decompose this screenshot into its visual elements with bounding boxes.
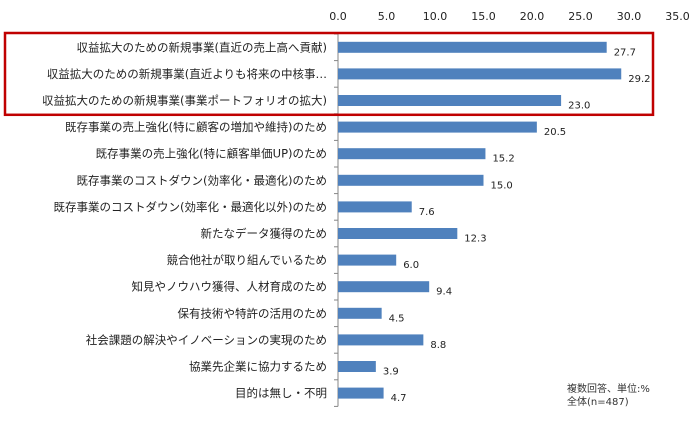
category-label: 既存事業の売上強化(特に顧客の増加や維持)のため (65, 120, 327, 134)
bar (338, 95, 562, 106)
bar (338, 121, 537, 133)
note-line-1: 複数回答、単位:% (567, 382, 650, 395)
data-label: 7.6 (419, 207, 435, 218)
bar (338, 68, 622, 80)
data-label: 23.0 (568, 101, 590, 112)
data-label: 4.5 (389, 313, 405, 324)
category-label: 収益拡大のための新規事業(直近よりも将来の中核事… (47, 67, 327, 81)
highlight-box (3, 31, 655, 117)
x-tick-label: 30.0 (617, 10, 642, 23)
x-tick-label: 10.0 (423, 10, 448, 23)
category-label: 社会課題の解決やイノベーションの実現のため (86, 333, 327, 347)
data-label: 15.0 (491, 180, 513, 191)
data-label: 6.0 (403, 260, 419, 271)
x-tick-label: 0.0 (329, 10, 347, 23)
data-label: 27.7 (614, 47, 636, 58)
note-line-2: 全体(n=487) (567, 395, 629, 408)
chart-note: 複数回答、単位:% 全体(n=487) (567, 382, 650, 408)
bar (338, 254, 397, 266)
data-label: 8.8 (430, 340, 446, 351)
bar (338, 41, 607, 53)
data-label: 9.4 (436, 287, 452, 298)
x-axis-ticks: 0.0 5.0 10.0 15.0 20.0 25.0 30.0 35.0 (329, 10, 690, 23)
x-tick-label: 35.0 (665, 10, 690, 23)
category-label: 新たなデータ獲得のため (201, 227, 328, 241)
category-label: 既存事業のコストダウン(効率化・最適化以外)のため (54, 200, 327, 214)
bar (338, 334, 424, 346)
category-label: 保有技術や特許の活用のため (178, 306, 328, 320)
bar (338, 307, 382, 319)
value-labels: 27.7 29.2 23.0 20.5 15.2 15.0 7.6 12.3 6.0 9.4 4.5… (383, 47, 651, 404)
category-label: 既存事業のコストダウン(効率化・最適化)のため (77, 173, 327, 187)
data-label: 3.9 (383, 367, 399, 378)
bar (338, 174, 484, 186)
data-label: 15.2 (492, 154, 514, 165)
bar (338, 361, 376, 372)
y-axis (334, 33, 339, 407)
bar (338, 148, 486, 160)
category-label: 収益拡大のための新規事業(直近の売上高へ貢献) (77, 40, 327, 54)
x-tick-label: 5.0 (378, 10, 396, 23)
bar (338, 201, 412, 213)
bars (338, 41, 622, 399)
category-label: 目的は無し・不明 (235, 386, 327, 400)
category-label: 協業先企業に協力するため (189, 360, 327, 374)
bar (338, 228, 458, 239)
data-label: 12.3 (464, 234, 486, 245)
category-label: 知見やノウハウ獲得、人材育成のため (132, 280, 328, 294)
data-label: 4.7 (391, 393, 407, 404)
category-label: 既存事業の売上強化(特に顧客単価UP)のため (96, 147, 327, 161)
category-label: 競合他社が取り組んでいるため (167, 253, 327, 267)
x-tick-label: 15.0 (471, 10, 496, 23)
category-label: 収益拡大のための新規事業(事業ポートフォリオの拡大) (42, 94, 327, 108)
category-labels: 収益拡大のための新規事業(直近の売上高へ貢献) 収益拡大のための新規事業(直近より… (42, 40, 327, 400)
x-tick-label: 20.0 (520, 10, 545, 23)
x-tick-label: 25.0 (568, 10, 593, 23)
bar (338, 387, 384, 399)
bar (338, 281, 430, 293)
data-label: 20.5 (544, 127, 566, 138)
data-label: 29.2 (628, 74, 650, 85)
